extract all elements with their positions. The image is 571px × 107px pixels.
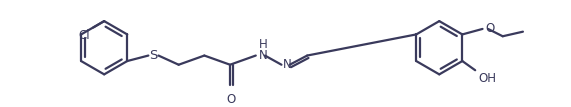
Text: Cl: Cl xyxy=(79,29,90,42)
Text: S: S xyxy=(149,49,157,62)
Text: N: N xyxy=(283,58,292,71)
Text: OH: OH xyxy=(478,72,496,85)
Text: O: O xyxy=(226,93,236,106)
Text: H: H xyxy=(259,38,267,51)
Text: N: N xyxy=(259,49,267,62)
Text: O: O xyxy=(485,22,494,35)
